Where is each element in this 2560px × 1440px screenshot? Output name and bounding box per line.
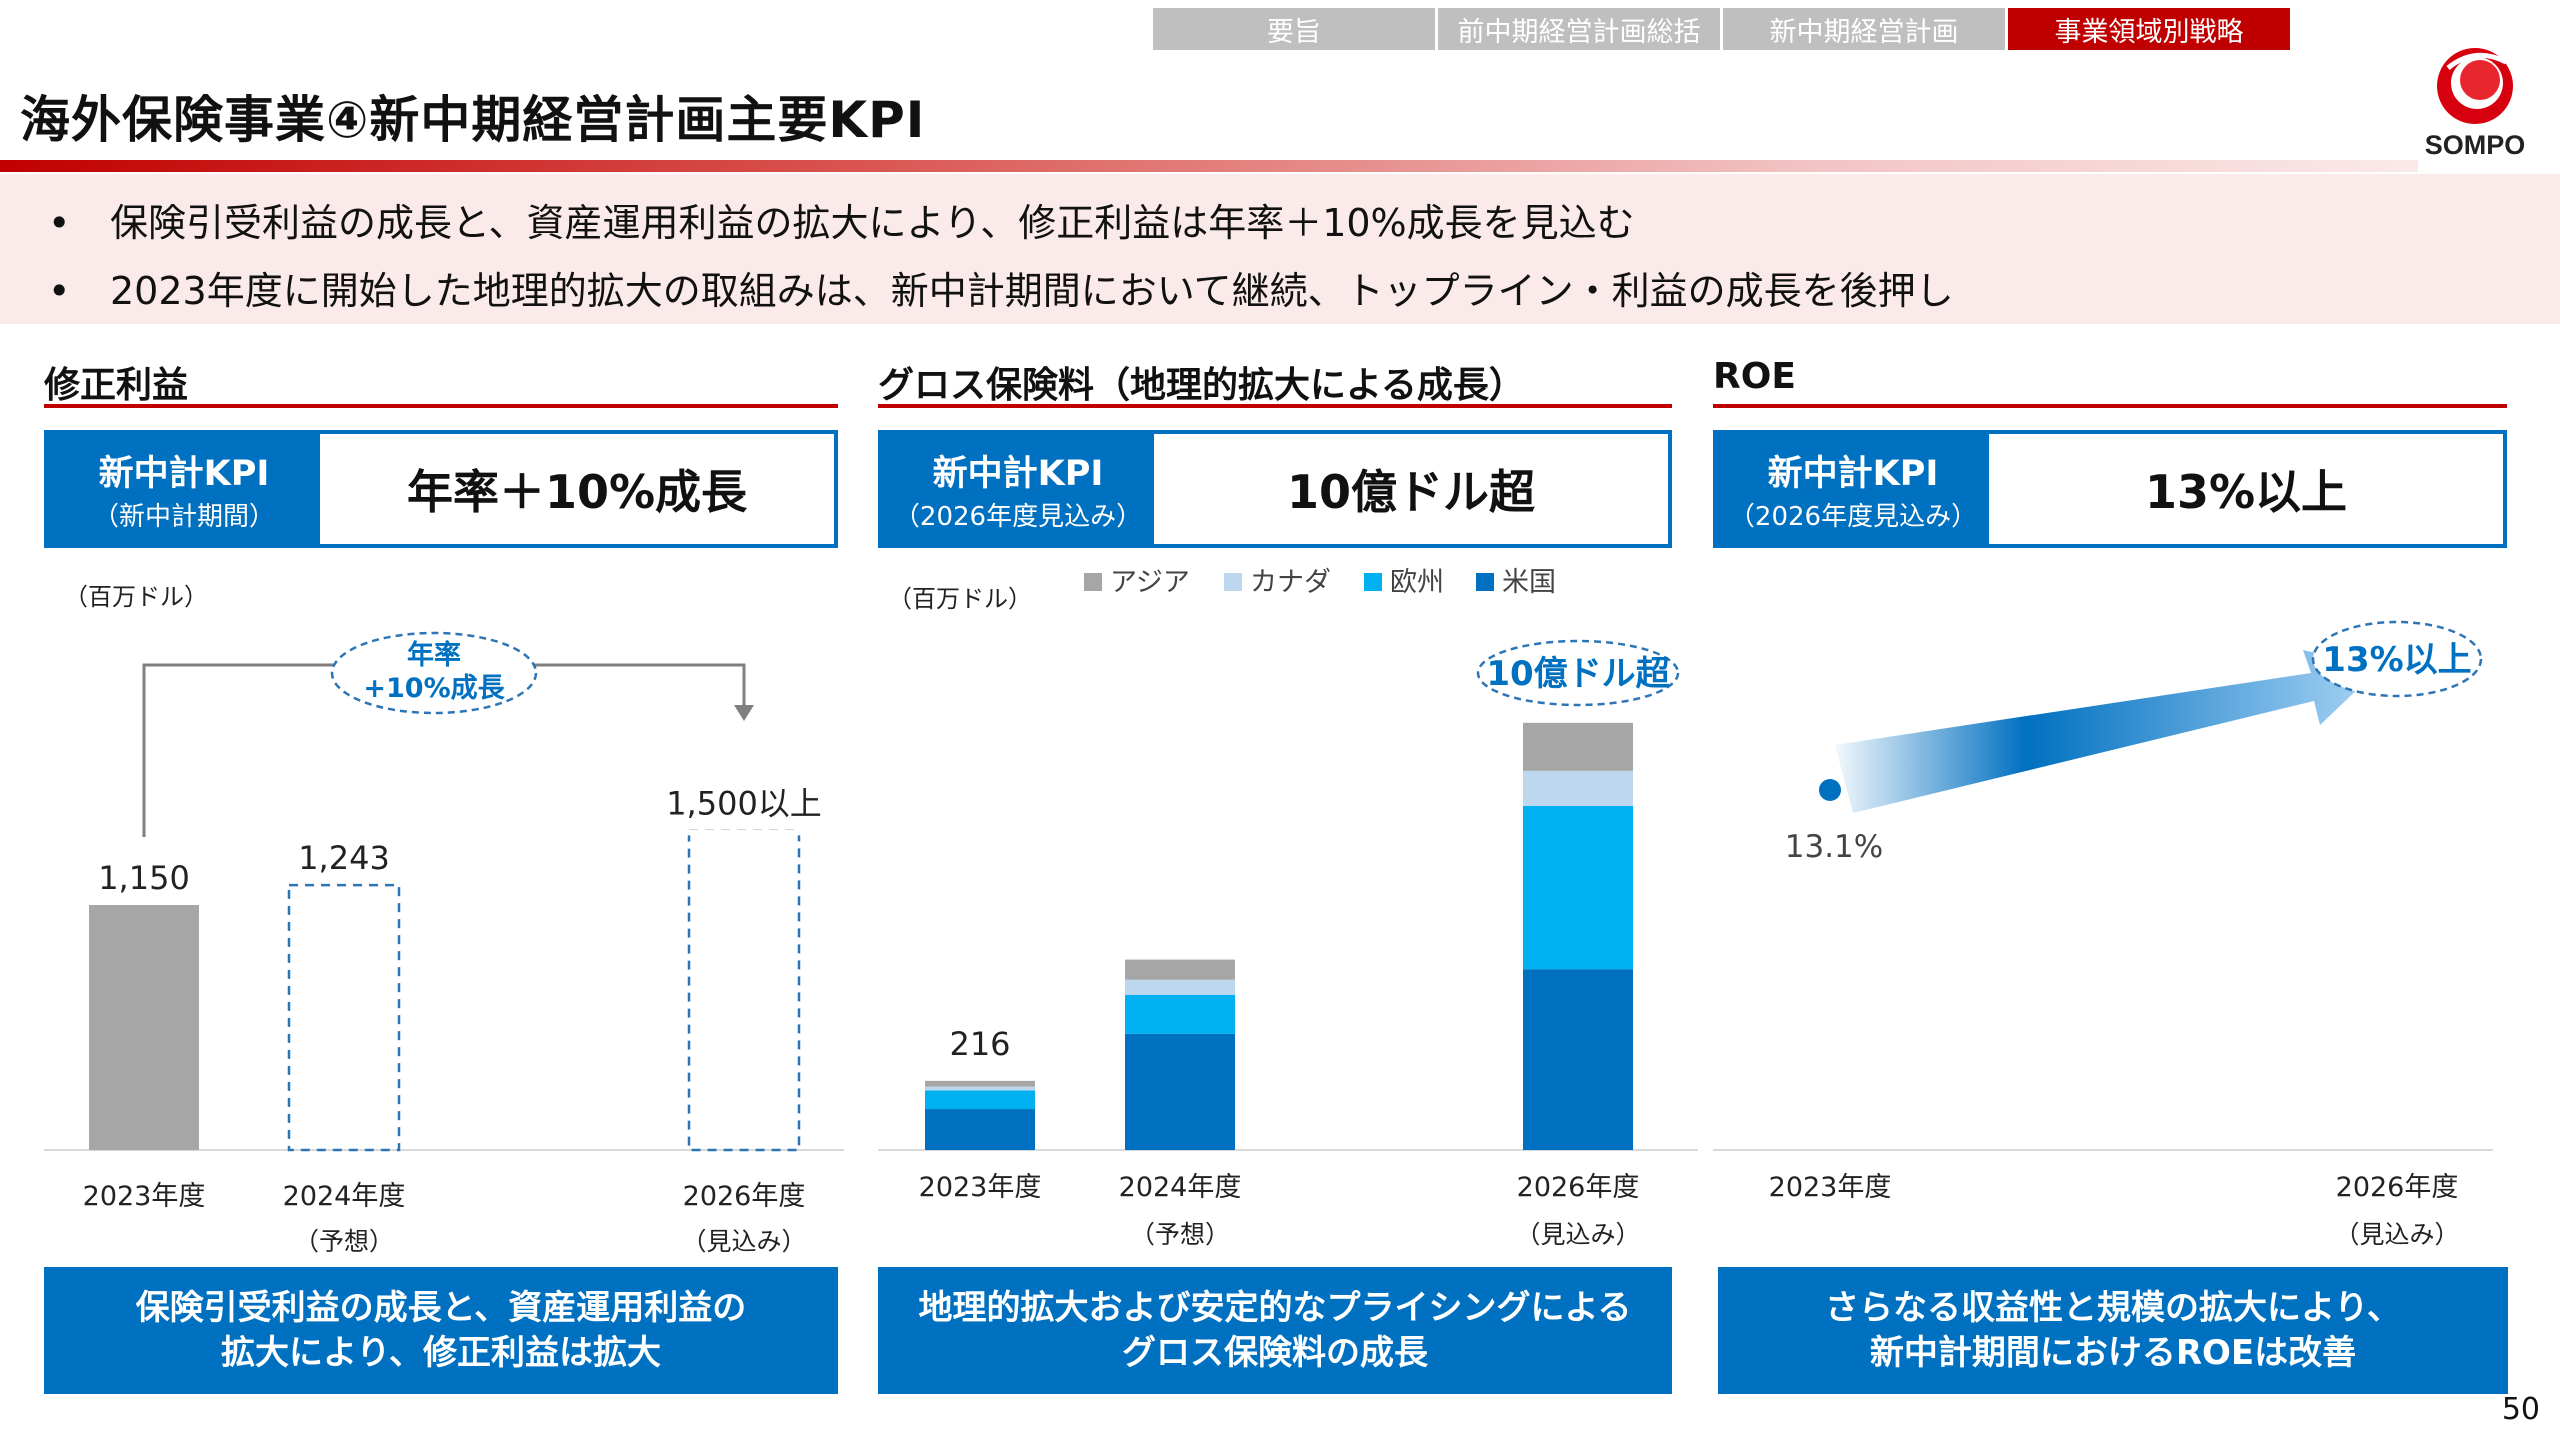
tab-summary[interactable]: 要旨 <box>1153 8 1435 50</box>
kpi-label: 新中計KPI <box>932 454 1104 494</box>
kpi-sublabel: （新中計期間） <box>92 502 275 532</box>
legend-swatch-欧州 <box>1364 573 1382 591</box>
summary-text-2: 2023年度に開始した地理的拡大の取組みは、新中計期間において継続、トップライン… <box>110 269 1954 313</box>
page-number: 50 <box>2501 1392 2540 1427</box>
kpi-label-panel: 新中計KPI （新中計期間） <box>48 434 320 544</box>
x-tick-label: 2023年度 <box>83 1181 206 1212</box>
kpi-label-panel: 新中計KPI （2026年度見込み） <box>882 434 1154 544</box>
kpi-sublabel: （2026年度見込み） <box>893 502 1143 532</box>
kpi-box-adjusted-profit: 新中計KPI （新中計期間） 年率＋10%成長 <box>44 430 838 548</box>
bar-2026年度-アジア <box>1523 722 1633 771</box>
bar-2023年度-カナダ <box>925 1086 1035 1091</box>
legend-label-米国: 米国 <box>1502 567 1556 598</box>
bar-2023年度 <box>89 905 199 1150</box>
legend-swatch-米国 <box>1476 573 1494 591</box>
legend-label-アジア: アジア <box>1110 567 1190 598</box>
kpi-value: 13%以上 <box>2144 465 2348 519</box>
page-title: 海外保険事業④新中期経営計画主要KPI <box>20 91 926 149</box>
bullet-marker: • <box>48 269 71 313</box>
bar-2024年度-欧州 <box>1125 994 1235 1034</box>
growth-annotation-line1: 年率 <box>407 639 461 671</box>
unit-label: （百万ドル） <box>64 583 208 611</box>
tab-new-plan[interactable]: 新中期経営計画 <box>1723 8 2005 50</box>
kpi-box-roe: 新中計KPI （2026年度見込み） 13%以上 <box>1713 430 2507 548</box>
kpi-box-gross-premium: 新中計KPI （2026年度見込み） 10億ドル超 <box>878 430 1672 548</box>
kpi-sublabel: （2026年度見込み） <box>1728 502 1978 532</box>
summary-text-1: 保険引受利益の成長と、資産運用利益の拡大により、修正利益は年率＋10%成長を見込… <box>110 201 1635 245</box>
legend-swatch-アジア <box>1084 573 1102 591</box>
target-annotation-bubble <box>1476 639 1680 707</box>
chart-roe: 13.1% 13%以上 2023年度 2026年度 （見込み） <box>1713 620 2493 1249</box>
bar-2026年度-カナダ <box>1523 770 1633 806</box>
x-tick-sublabel: （見込み） <box>2334 1220 2459 1249</box>
target-annotation-label: 10億ドル超 <box>1486 654 1670 694</box>
bar-2026年度 <box>687 829 801 1152</box>
roe-target-label: 13%以上 <box>2322 640 2471 680</box>
summary-box: • 保険引受利益の成長と、資産運用利益の拡大により、修正利益は年率＋10%成長を見… <box>0 174 2560 324</box>
tab-business-strategy[interactable]: 事業領域別戦略 <box>2008 8 2290 50</box>
chart-adjusted-profit: （百万ドル） 1,150 2023年度 1,243 2024年度 （予想） 1,500以上 2… <box>44 583 844 1255</box>
data-label: 1,243 <box>298 839 390 877</box>
x-tick-label: 2026年度 <box>2336 1172 2459 1203</box>
kpi-label: 新中計KPI <box>1767 454 1939 494</box>
x-tick-label: 2024年度 <box>283 1181 406 1212</box>
bar-2024年度-カナダ <box>1125 979 1235 995</box>
x-tick-sublabel: （予想） <box>1130 1220 1230 1249</box>
bar-2024年度-アジア <box>1125 959 1235 980</box>
section-rule <box>1713 404 2507 408</box>
summary-bullet-2: • 2023年度に開始した地理的拡大の取組みは、新中計期間において継続、トップライ… <box>48 260 1954 315</box>
bar-2023年度-欧州 <box>925 1090 1035 1110</box>
summary-bullet-1: • 保険引受利益の成長と、資産運用利益の拡大により、修正利益は年率＋10%成長を見… <box>48 192 1635 247</box>
growth-annotation-bubble <box>330 631 538 715</box>
bar-2024年度-米国 <box>1125 1033 1235 1150</box>
bar-2023年度-米国 <box>925 1109 1035 1150</box>
x-tick-label: 2023年度 <box>919 1172 1042 1203</box>
total-label: 216 <box>949 1025 1010 1063</box>
section-title-roe: ROE <box>1713 356 1796 397</box>
x-tick-sublabel: （見込み） <box>681 1227 806 1255</box>
x-tick-sublabel: （見込み） <box>1515 1220 1640 1249</box>
unit-label: （百万ドル） <box>888 585 1032 613</box>
kpi-label: 新中計KPI <box>98 454 270 494</box>
legend-label-カナダ: カナダ <box>1250 567 1331 598</box>
legend-swatch-カナダ <box>1224 573 1242 591</box>
section-title-gross-premium: グロス保険料（地理的拡大による成長） <box>878 365 1525 406</box>
x-tick-label: 2026年度 <box>683 1181 806 1212</box>
sompo-logo-icon <box>2437 48 2513 124</box>
title-divider <box>0 160 2418 172</box>
x-tick-label: 2023年度 <box>1769 1172 1892 1203</box>
bar-2023年度-アジア <box>925 1080 1035 1087</box>
kpi-value: 10億ドル超 <box>1286 465 1535 519</box>
roe-point-2023 <box>1819 779 1841 801</box>
section-rule <box>44 404 838 408</box>
kpi-label-panel: 新中計KPI （2026年度見込み） <box>1717 434 1989 544</box>
footer-roe: さらなる収益性と規模の拡大により、 新中計期間におけるROEは改善 <box>1718 1267 2508 1394</box>
roe-target-bubble <box>2311 620 2483 698</box>
footer-adjusted-profit: 保険引受利益の成長と、資産運用利益の 拡大により、修正利益は拡大 <box>44 1267 838 1394</box>
footer-gross-premium: 地理的拡大および安定的なプライシングによる グロス保険料の成長 <box>878 1267 1672 1394</box>
sompo-logo: SOMPO <box>2420 38 2530 166</box>
x-tick-label: 2026年度 <box>1517 1172 1640 1203</box>
x-tick-label: 2024年度 <box>1119 1172 1242 1203</box>
section-title-adjusted-profit: 修正利益 <box>44 365 189 406</box>
nav-tabs: 要旨 前中期経営計画総括 新中期経営計画 事業領域別戦略 <box>1153 8 2290 50</box>
bullet-marker: • <box>48 201 71 245</box>
roe-growth-arrow <box>1835 650 2380 813</box>
data-label: 1,150 <box>98 859 190 897</box>
section-rule <box>878 404 1672 408</box>
logo-text: SOMPO <box>2424 130 2526 160</box>
bar-2024年度 <box>287 883 401 1152</box>
bar-2026年度-欧州 <box>1523 806 1633 970</box>
data-label: 1,500以上 <box>666 784 822 822</box>
growth-bracket-arrow <box>734 705 754 721</box>
chart-gross-premium: （百万ドル） アジア カナダ 欧州 米国 216 2023年度 2024年度 （予想） 2026年… <box>878 567 1698 1249</box>
growth-annotation-line2: +10%成長 <box>363 673 505 704</box>
roe-point-label: 13.1% <box>1785 829 1883 865</box>
kpi-value: 年率＋10%成長 <box>406 465 748 519</box>
tab-previous-plan-review[interactable]: 前中期経営計画総括 <box>1438 8 1720 50</box>
legend-label-欧州: 欧州 <box>1390 567 1444 598</box>
bar-2026年度-米国 <box>1523 969 1633 1150</box>
x-tick-sublabel: （予想） <box>294 1227 394 1255</box>
